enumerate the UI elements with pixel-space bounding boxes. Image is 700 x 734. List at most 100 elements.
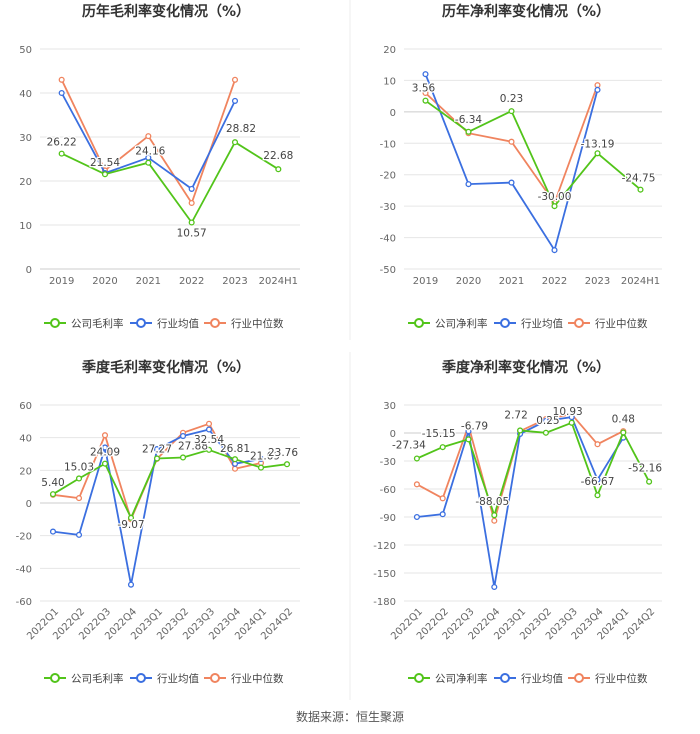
quarterly-gross-data-label: 27.88 [178, 440, 208, 452]
annual-gross-legend-industry-avg-label: 行业均值 [157, 317, 199, 330]
annual-gross-legend-company-label: 公司毛利率 [71, 317, 124, 330]
quarterly-net-company-point [594, 492, 601, 499]
quarterly-net-data-label: 0.48 [612, 414, 635, 426]
annual-net-data-label: -30.00 [538, 191, 572, 203]
quarterly-gross-company-point [127, 514, 135, 521]
quarterly-gross-industry-avg-point [49, 528, 57, 535]
quarterly-gross-legend-company-label: 公司毛利率 [71, 672, 124, 685]
annual-net-industry-median-point [422, 89, 429, 97]
annual-net-company-point [637, 186, 644, 193]
quarterly-gross-data-label: 23.76 [268, 447, 298, 459]
annual-net-y-tick-label: -10 [380, 139, 396, 150]
annual-gross-industry-median-point [58, 76, 65, 83]
quarterly-net-legend-industry-median-label: 行业中位数 [595, 672, 648, 685]
quarterly-gross-company-point [153, 455, 161, 462]
quarterly-net-industry-avg-point [594, 476, 601, 483]
annual-net-y-tick-label: 10 [383, 76, 396, 87]
annual-net-company-point [422, 97, 429, 104]
annual-net-legend-industry-median-marker [574, 318, 584, 328]
quarterly-gross-industry-avg-point [205, 426, 213, 433]
annual-gross-company-point [275, 166, 282, 173]
annual-gross-legend-company-marker [50, 318, 60, 328]
quarterly-gross-data-label: 32.54 [194, 434, 224, 446]
annual-net-industry-avg-point [465, 181, 472, 188]
quarterly-net-legend-company-marker [414, 673, 424, 683]
quarterly-net-chart-title: 季度净利率变化情况（%） [441, 359, 610, 376]
annual-gross-industry-avg-point [188, 185, 195, 192]
annual-gross-y-tick-label: 40 [19, 89, 32, 100]
annual-gross-data-label: 28.82 [226, 123, 256, 135]
annual-gross-data-label: 22.68 [263, 150, 293, 162]
annual-net-chart-title: 历年净利率变化情况（%） [442, 3, 610, 20]
quarterly-gross-industry-avg-point [257, 455, 265, 462]
quarterly-net-company-line [416, 421, 650, 519]
quarterly-net-company-point [542, 429, 549, 436]
quarterly-net-y-tick-label: -90 [380, 513, 396, 524]
annual-gross-x-tick-label: 2022 [179, 276, 204, 287]
quarterly-net-industry-median-point [465, 422, 472, 429]
quarterly-gross-legend-industry-avg-marker [136, 673, 146, 683]
annual-gross-y-tick-label: 10 [19, 221, 32, 232]
annual-net-y-tick-label: 20 [383, 45, 396, 56]
quarterly-gross-legend-industry-median-label: 行业中位数 [231, 672, 284, 685]
quarterly-gross-industry-median-point [231, 465, 239, 472]
quarterly-net-legend-industry-median-marker [574, 673, 584, 683]
annual-gross-data-label: 24.16 [135, 146, 165, 158]
annual-gross-legend-industry-median-marker [210, 318, 220, 328]
quarterly-net-industry-avg-point [542, 417, 549, 424]
annual-gross-x-tick-label: 2020 [92, 276, 117, 287]
quarterly-net-company-point [517, 427, 524, 434]
quarterly-net-industry-avg-point [465, 428, 472, 435]
annual-net-y-tick-label: -20 [380, 171, 396, 182]
quarterly-gross-data-label: 15.03 [64, 461, 94, 473]
annual-gross-industry-avg-point [58, 89, 65, 97]
annual-net-company-line [424, 99, 642, 208]
annual-gross-company-point [145, 159, 152, 166]
annual-net-x-tick-label: 2019 [413, 276, 438, 287]
annual-gross-company-line [61, 140, 279, 225]
quarterly-net-y-tick-label: -180 [373, 597, 396, 608]
quarterly-gross-y-tick-label: -60 [16, 597, 32, 608]
annual-net-x-tick-label: 2021 [499, 276, 524, 287]
quarterly-gross-legend-industry-avg-label: 行业均值 [157, 672, 199, 685]
annual-gross-industry-median-point [188, 199, 195, 207]
annual-gross-y-tick-label: 50 [19, 45, 32, 56]
quarterly-net-y-tick-label: -120 [373, 541, 396, 552]
annual-gross-x-tick-label: 2019 [49, 276, 74, 287]
quarterly-net-data-label: -6.79 [461, 420, 488, 432]
annual-net-industry-median-point [508, 138, 515, 145]
quarterly-gross-chart-title: 季度毛利率变化情况（%） [81, 359, 250, 376]
annual-net-legend-company-marker [414, 318, 424, 328]
annual-net-industry-avg-point [422, 71, 429, 78]
quarterly-gross-industry-avg-point [101, 444, 109, 451]
quarterly-gross-data-label: 24.09 [90, 447, 120, 459]
annual-net-company-point [508, 108, 515, 115]
quarterly-gross-industry-avg-point [75, 531, 83, 538]
annual-net-company-point [594, 150, 601, 157]
annual-gross-legend-industry-avg-marker [136, 318, 146, 328]
annual-gross-x-tick-label: 2023 [222, 276, 247, 287]
quarterly-net-data-label: 0.25 [536, 415, 559, 427]
quarterly-net-data-label: -88.05 [475, 496, 509, 508]
quarterly-net-company-point [465, 436, 472, 443]
annual-net-data-label: 3.56 [412, 83, 436, 95]
annual-gross-x-tick-label: 2021 [136, 276, 161, 287]
quarterly-net-y-tick-label: -30 [380, 457, 396, 468]
quarterly-gross-company-point [75, 475, 83, 482]
quarterly-net-industry-avg-line [416, 416, 625, 588]
annual-net-data-label: 0.23 [500, 93, 523, 105]
quarterly-net-industry-avg-point [491, 583, 498, 591]
quarterly-gross-legend-industry-median-marker [210, 673, 220, 683]
quarterly-net-industry-median-point [491, 517, 498, 524]
quarterly-net-company-point [439, 444, 446, 451]
annual-net-y-tick-label: -40 [380, 234, 396, 245]
annual-net-y-tick-label: 0 [390, 108, 396, 119]
annual-net-legend-industry-avg-marker [500, 318, 510, 328]
quarterly-net-data-label: -27.34 [392, 440, 426, 452]
quarterly-net-industry-median-point [413, 481, 420, 488]
annual-gross-y-tick-label: 30 [19, 133, 32, 144]
quarterly-gross-industry-median-point [205, 420, 213, 427]
annual-net-industry-avg-point [508, 179, 515, 186]
quarterly-net-data-label: 2.72 [504, 409, 527, 421]
quarterly-gross-company-point [205, 446, 213, 453]
